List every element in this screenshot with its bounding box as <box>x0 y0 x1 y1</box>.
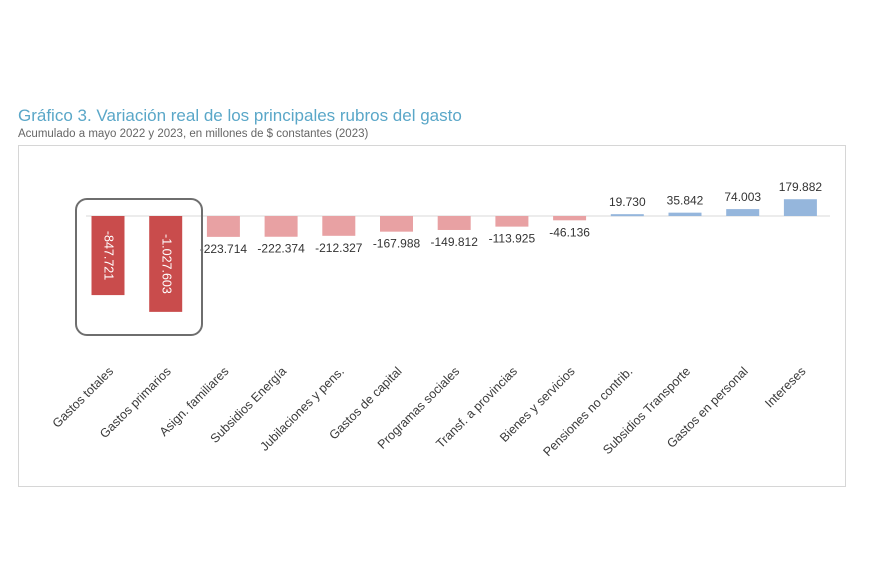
highlight-box <box>75 198 203 336</box>
chart-subtitle: Acumulado a mayo 2022 y 2023, en millone… <box>18 128 369 140</box>
value-label-6: -149.812 <box>431 235 479 249</box>
value-label-3: -222.374 <box>257 242 305 256</box>
bar-6 <box>437 216 471 230</box>
bar-7 <box>495 216 529 227</box>
bar-3 <box>264 216 298 237</box>
value-label-7: -113.925 <box>489 232 536 246</box>
bar-4 <box>322 216 356 236</box>
value-label-2: -223.714 <box>200 242 248 256</box>
bar-12 <box>783 199 817 216</box>
value-label-11: 74.003 <box>724 190 761 204</box>
bar-0 <box>91 216 125 296</box>
value-label-8: -46.136 <box>549 225 590 239</box>
bar-5 <box>380 216 413 232</box>
value-label-1: -1.027.603 <box>159 234 173 294</box>
bar-8 <box>553 216 587 221</box>
value-label-4: -212.327 <box>315 241 363 255</box>
bar-1 <box>149 216 183 312</box>
category-label-12: Intereses <box>762 364 808 410</box>
chart-title: Gráfico 3. Variación real de los princip… <box>18 106 462 125</box>
bar-2 <box>206 216 240 237</box>
value-label-10: 35.842 <box>667 194 704 208</box>
value-label-9: 19.730 <box>609 195 646 209</box>
bar-9 <box>610 214 644 217</box>
value-label-0: -847.721 <box>102 231 116 280</box>
bar-10 <box>668 212 702 216</box>
bar-11 <box>726 209 760 216</box>
plot-area-frame <box>18 145 846 487</box>
value-label-5: -167.988 <box>373 237 421 251</box>
value-label-12: 179.882 <box>779 180 823 194</box>
